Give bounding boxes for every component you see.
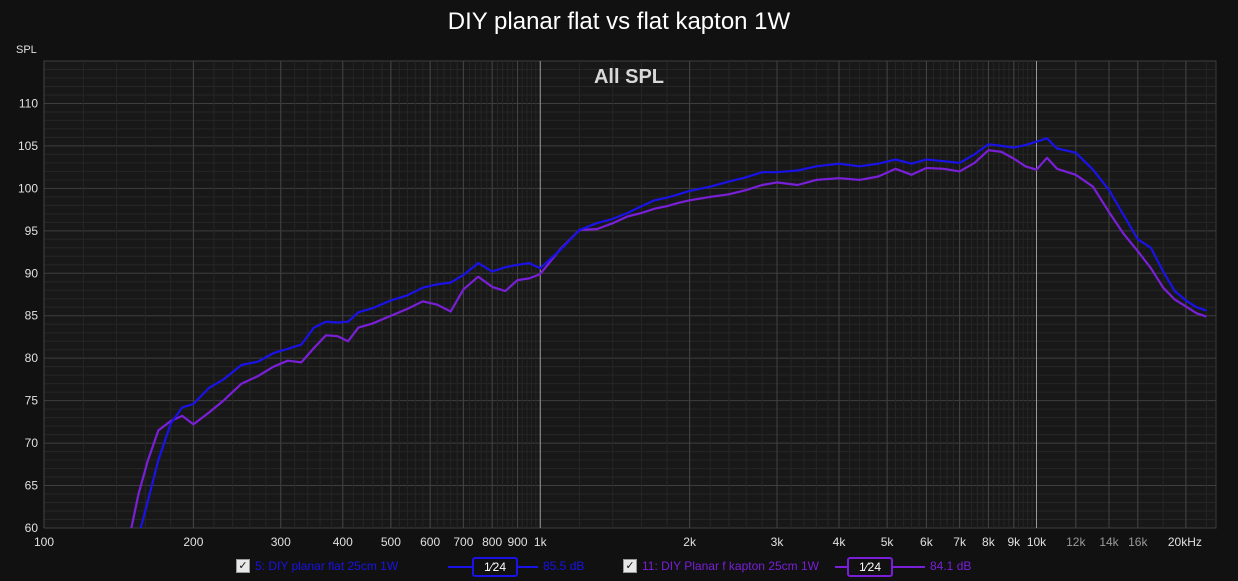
series-2-label: 11: DIY Planar f kapton 25cm 1W [642,559,819,573]
y-axis-label: SPL [16,44,37,56]
y-tick-label: 80 [25,351,39,365]
x-tick-label: 9k [1007,535,1021,549]
x-tick-label: 4k [833,535,847,549]
x-tick-label: 20kHz [1168,535,1202,549]
x-tick-label: 14k [1099,535,1119,549]
x-tick-label: 6k [920,535,934,549]
y-tick-label: 65 [25,479,39,493]
y-tick-label: 100 [18,181,38,195]
series-1-label: 5: DIY planar flat 25cm 1W [255,559,399,573]
chart-subtitle: All SPL [594,66,664,88]
y-tick-label: 110 [19,96,38,110]
y-tick-label: 95 [25,224,39,238]
chart-title: DIY planar flat vs flat kapton 1W [447,8,791,35]
series-line-1 [139,137,1207,528]
x-tick-label: 7k [953,535,967,549]
y-tick-label: 90 [25,266,39,280]
y-tick-label: 60 [25,521,39,535]
series-1-smoothing-button[interactable]: 1⁄24 [472,557,518,577]
y-tick-label: 75 [25,394,39,408]
series-1-spl-value: 85.5 dB [543,559,585,573]
x-tick-label: 700 [453,535,473,549]
x-tick-label: 10k [1027,535,1047,549]
series-1-checkbox[interactable]: ✓ [236,559,250,573]
x-tick-label: 5k [881,535,895,549]
y-tick-label: 105 [18,139,38,153]
x-tick-label: 12k [1066,535,1086,549]
x-tick-label: 3k [771,535,785,549]
x-tick-label: 16k [1128,535,1148,549]
plot-area: 100 200 300 400 500 600 700 800 900 1k 2k 3k 4k 5k 6k 7… [18,60,1217,549]
y-tick-label: 70 [25,436,39,450]
x-tick-label: 600 [420,535,440,549]
x-tick-label: 800 [482,535,502,549]
x-tick-label: 8k [982,535,996,549]
series-2-spl-value: 84.1 dB [930,559,972,573]
x-tick-label: 400 [333,535,353,549]
series-line-2 [130,149,1207,528]
x-tick-label: 900 [508,535,528,549]
series-2-smoothing-button[interactable]: 1⁄24 [847,557,893,577]
x-tick-label: 300 [271,535,291,549]
x-tick-label: 1k [534,535,548,549]
y-tick-label: 85 [25,309,39,323]
x-tick-label: 100 [34,535,54,549]
x-tick-label: 2k [683,535,697,549]
x-tick-label: 500 [381,535,401,549]
series-2-checkbox[interactable]: ✓ [623,559,637,573]
x-tick-label: 200 [183,535,203,549]
plot-background [43,60,1217,529]
